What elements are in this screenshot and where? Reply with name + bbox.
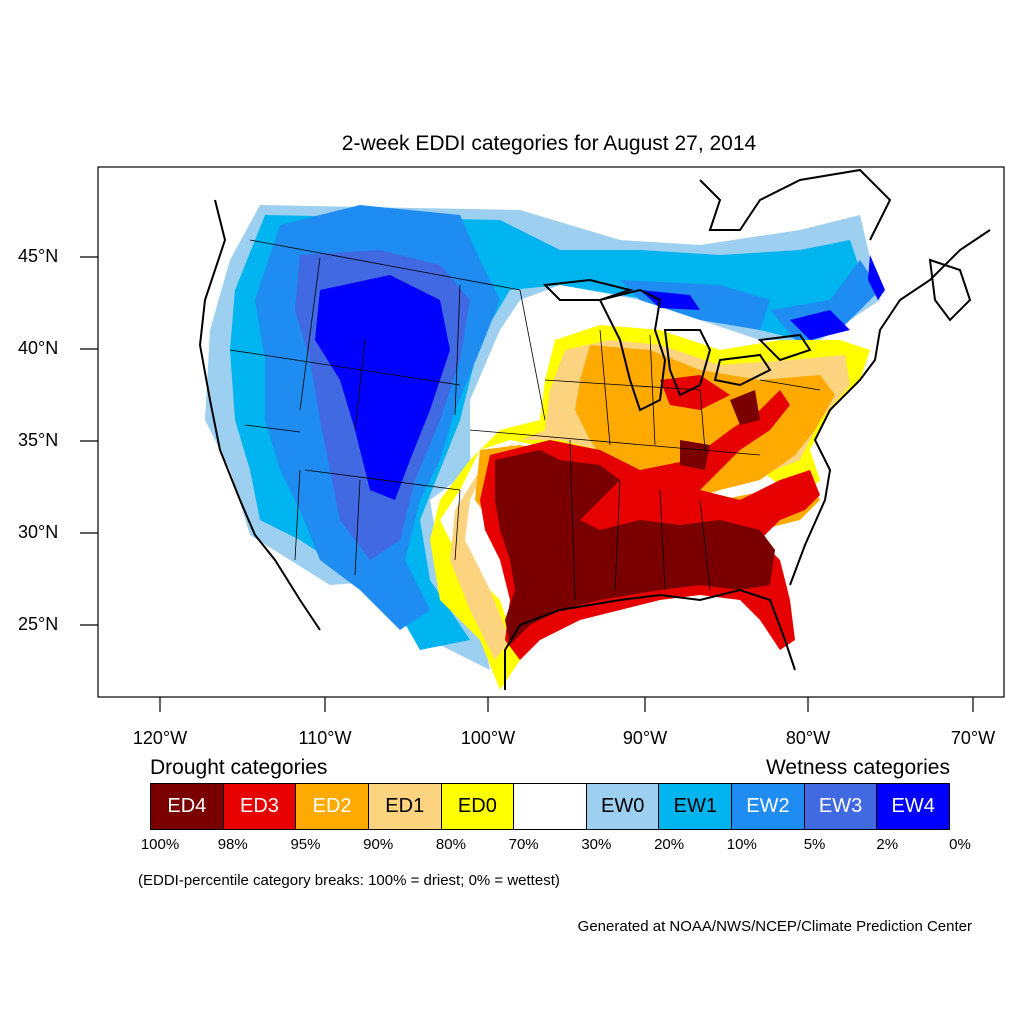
legend-break-label: 98% (217, 836, 248, 853)
legend-swatch-ed4: ED4 (151, 784, 224, 829)
lon-label-70w: 70°W (950, 728, 996, 748)
legend-break-label: 100% (140, 836, 180, 853)
legend-break-label: 2% (876, 836, 899, 853)
legend-break-label: 70% (508, 836, 539, 853)
lon-label-100w: 100°W (460, 728, 516, 748)
lat-label-25: 25°N (18, 614, 59, 634)
drought-heading: Drought categories (150, 756, 328, 779)
legend-swatch-ew2: EW2 (732, 784, 805, 829)
legend-swatch-neutral (514, 784, 587, 829)
credit-text: Generated at NOAA/NWS/NCEP/Climate Predi… (577, 918, 972, 935)
lat-label-40: 40°N (18, 338, 59, 358)
legend-break-label: 95% (290, 836, 321, 853)
map-frame (97, 166, 1005, 698)
legend-swatch-ew0: EW0 (586, 784, 660, 829)
lon-label-110w: 110°W (298, 728, 352, 748)
legend-break-label: 90% (363, 836, 394, 853)
legend-swatch-ew3: EW3 (804, 784, 878, 829)
legend-swatch-ed0: ED0 (441, 784, 515, 829)
breaks-note: (EDDI-percentile category breaks: 100% =… (138, 872, 560, 889)
legend-break-label: 20% (654, 836, 685, 853)
lon-label-90w: 90°W (622, 728, 668, 748)
lon-label-120w: 120°W (132, 728, 188, 748)
lat-label-35: 35°N (18, 430, 59, 450)
legend-swatch-ed1: ED1 (368, 784, 442, 829)
lat-label-30: 30°N (18, 522, 59, 542)
legend-break-label: 80% (435, 836, 466, 853)
category-legend: ED4 ED3 ED2 ED1 ED0 EW0 EW1 EW2 EW3 EW4 (150, 783, 950, 830)
lat-label-45: 45°N (18, 246, 59, 266)
state-borders (229, 239, 821, 601)
coastlines (198, 168, 991, 690)
ew4-region (315, 275, 450, 500)
ed4-region (495, 450, 775, 645)
legend-break-label: 10% (726, 836, 757, 853)
map-title: 2-week EDDI categories for August 27, 20… (341, 132, 757, 155)
wetness-heading: Wetness categories (765, 756, 950, 779)
legend-break-label: 0% (949, 836, 971, 853)
legend-break-label: 30% (581, 836, 612, 853)
legend-swatch-ed2: ED2 (296, 784, 369, 829)
legend-break-label: 5% (803, 836, 826, 853)
legend-swatch-ed3: ED3 (223, 784, 297, 829)
legend-swatch-ew1: EW1 (659, 784, 733, 829)
legend-swatch-ew4: EW4 (877, 784, 950, 829)
lon-label-80w: 80°W (785, 728, 831, 748)
